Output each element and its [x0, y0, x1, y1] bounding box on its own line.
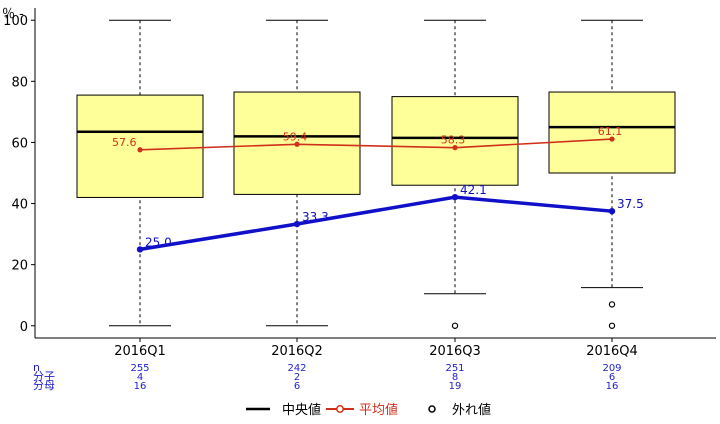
stats-cell: 255: [130, 363, 149, 374]
y-tick-label: 100: [3, 14, 28, 29]
legend-outlier-marker: [428, 405, 436, 413]
stats-cell: 209: [602, 363, 621, 374]
outliers: [451, 301, 616, 329]
outlier-point: [608, 301, 616, 308]
stats-cell: 19: [449, 381, 462, 392]
stats-cell: 242: [287, 363, 306, 374]
mean-data-label: 61.1: [598, 125, 623, 138]
axes: 0 20 40 60 80 100 2016Q1 2016Q2 2016Q3 2016Q4: [3, 8, 716, 359]
y-unit-label: ％ -: [2, 7, 24, 22]
stats-row-label: n: [33, 361, 40, 374]
stats-cell: 2: [294, 372, 300, 383]
mean-point: [137, 147, 143, 153]
mean-point: [452, 145, 458, 151]
box-iqr: [548, 91, 676, 174]
x-tick-label: 2016Q1: [114, 344, 166, 359]
indicator-point: [451, 193, 459, 201]
indicator-line: [139, 195, 613, 252]
indicator-data-label: 33.3: [302, 210, 329, 224]
stats-cell: 8: [452, 372, 458, 383]
stats-cell: 251: [445, 363, 464, 374]
mean-data-label: 58.3: [441, 134, 466, 147]
stats-cell: 16: [134, 381, 147, 392]
stats-cell: 6: [294, 381, 300, 392]
outlier-point: [451, 322, 459, 329]
y-tick-label: 20: [11, 259, 28, 274]
stats-row-label: 分子: [33, 370, 55, 383]
indicator-point: [608, 207, 616, 215]
legend-mean-label: 平均値: [359, 402, 398, 418]
indicator-data-label: 42.1: [460, 183, 487, 197]
legend-outlier-label: 外れ値: [452, 402, 491, 418]
box-iqr: [76, 94, 204, 198]
mean-data-label: 59.4: [283, 130, 308, 143]
indicator-data-label: 25.0: [145, 235, 172, 249]
indicator-point: [293, 220, 301, 228]
legend-median-label: 中央値: [282, 402, 321, 418]
stats-cell: 16: [606, 381, 619, 392]
outlier-point: [608, 322, 616, 329]
indicator-point: [136, 246, 144, 253]
box-iqr: [391, 96, 519, 186]
mean-line: [139, 138, 613, 151]
boxes: [76, 91, 676, 198]
y-tick-label: 0: [20, 320, 28, 335]
y-tick-label: 40: [11, 198, 28, 213]
x-tick-label: 2016Q3: [429, 344, 481, 359]
legend-mean-marker: [336, 405, 344, 413]
mean-series: 57.6 59.4 58.3 61.1: [112, 125, 623, 153]
mean-data-label: 57.6: [112, 136, 137, 149]
y-tick-label: 80: [11, 75, 28, 90]
indicator-data-label: 37.5: [617, 197, 644, 211]
stats-row-label: 分母: [33, 379, 55, 392]
mean-point: [609, 136, 615, 142]
x-tick-label: 2016Q2: [271, 344, 323, 359]
x-tick-label: 2016Q4: [586, 344, 638, 359]
stats-cell: 4: [137, 372, 143, 383]
mean-point: [294, 141, 300, 147]
y-tick-label: 60: [11, 136, 28, 151]
legend: 中央値 平均値 外れ値: [246, 402, 491, 418]
indicator-series: 25.0 33.3 42.1 37.5: [136, 183, 644, 253]
stats-cell: 6: [609, 372, 615, 383]
